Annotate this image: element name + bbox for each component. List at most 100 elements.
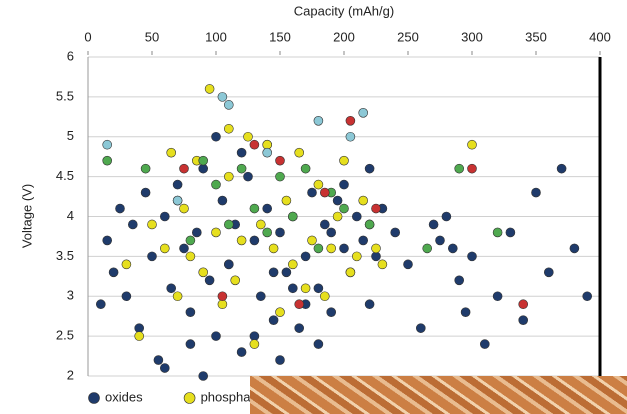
data-point [307,187,317,198]
data-point [224,123,234,134]
data-point [179,163,189,174]
data-point [166,283,176,294]
data-point [294,299,305,310]
y-tick-label: 5 [67,128,74,143]
data-point [281,267,292,278]
data-point [467,163,477,174]
data-point [198,371,208,381]
y-tick-label: 3 [67,288,74,303]
data-point [185,307,196,318]
x-tick-label: 50 [145,29,159,44]
data-point [166,147,176,158]
y-tick-label: 5.5 [56,88,74,103]
data-point [160,211,170,222]
data-point [300,163,311,174]
data-point [364,163,375,174]
data-point [204,275,215,286]
y-tick-label: 3.5 [56,248,74,263]
data-point [147,219,157,230]
x-tick-label: 150 [269,29,291,44]
data-point [556,163,567,174]
data-point [313,116,324,126]
data-point [204,84,215,94]
data-point [339,203,349,214]
y-axis-title: Voltage (V) [19,184,34,248]
y-tick-label: 2 [67,367,74,382]
data-point [217,291,228,302]
data-point [211,227,221,238]
data-point [179,203,189,214]
data-point [345,267,356,278]
data-point [224,100,234,110]
data-point [390,227,401,238]
y-tick-label: 4.5 [56,168,74,183]
data-point [108,267,119,278]
data-point [313,339,324,349]
data-point [249,339,260,349]
data-point [569,243,580,254]
data-point [268,267,279,278]
data-point [224,219,234,230]
data-point [492,227,503,238]
data-point [518,315,529,325]
data-point [172,291,183,302]
data-point [102,235,112,246]
data-point [102,139,112,150]
data-point [287,211,298,222]
data-point [211,131,221,142]
data-point [224,171,234,182]
data-point [255,291,266,302]
y-tick-label: 4 [67,208,74,223]
data-point [300,283,311,294]
data-point [262,227,273,238]
x-tick-label: 0 [84,29,91,44]
data-point [121,291,132,302]
legend-marker [183,392,196,404]
data-point [217,195,228,206]
x-tick-label: 350 [525,29,547,44]
data-point [243,171,253,182]
data-point [262,203,273,214]
data-point [358,195,369,206]
data-point [230,275,240,286]
data-point [255,219,266,230]
data-point [198,155,208,166]
data-point [319,291,330,302]
data-point [172,179,183,190]
data-point [531,187,541,198]
data-point [345,116,356,126]
data-point [454,275,465,286]
data-point [313,243,324,254]
data-point [460,307,471,318]
data-point [243,131,253,142]
legend-label: phospha [201,389,252,404]
data-point [467,251,477,262]
data-point [224,259,234,270]
data-point [403,259,413,270]
data-point [185,339,196,349]
data-point [198,163,208,174]
data-point [211,331,221,341]
data-point [172,195,183,206]
data-point [428,219,439,230]
data-point [236,163,247,174]
data-point [96,299,106,310]
data-point [345,131,356,142]
y-tick-label: 6 [67,48,74,63]
data-point [275,171,285,182]
data-point [505,227,516,238]
x-axis-title: Capacity (mAh/g) [294,3,394,18]
legend-marker [88,392,100,404]
data-point [339,179,349,190]
data-point [377,259,388,270]
data-point [262,147,273,158]
data-point [339,155,349,166]
data-point [275,227,285,238]
data-point [422,243,433,254]
data-point [217,299,228,310]
data-point [351,251,362,262]
data-point [313,179,324,190]
data-point [268,243,279,254]
data-point [326,243,337,254]
data-point [339,243,349,254]
